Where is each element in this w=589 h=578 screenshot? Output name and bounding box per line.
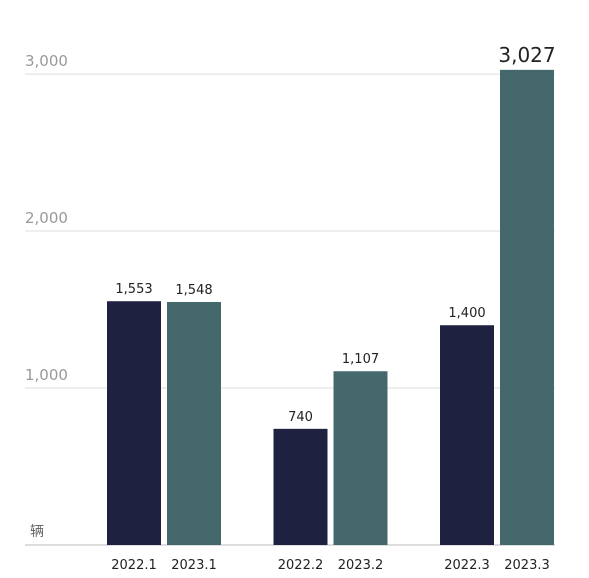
bar	[333, 371, 388, 545]
x-tick-label: 2022.1	[111, 558, 157, 573]
bar	[440, 325, 494, 545]
y-tick-label: 2,000	[25, 209, 68, 227]
value-label: 1,548	[175, 283, 212, 298]
value-label: 3,027	[498, 43, 555, 67]
value-label: 1,553	[115, 282, 152, 297]
bar	[107, 301, 161, 545]
x-tick-label: 2023.1	[171, 558, 217, 573]
bar	[167, 302, 221, 545]
x-tick-label: 2022.3	[444, 558, 490, 573]
value-label: 1,400	[448, 306, 485, 321]
y-tick-label: 1,000	[25, 366, 68, 384]
x-tick-label: 2023.2	[338, 558, 384, 573]
bar	[273, 428, 328, 545]
bar	[500, 69, 554, 546]
x-tick-label: 2022.2	[278, 558, 324, 573]
x-tick-label: 2023.3	[504, 558, 550, 573]
value-label: 740	[288, 410, 313, 425]
y-tick-label: 3,000	[25, 52, 68, 70]
value-label: 1,107	[342, 352, 379, 367]
y-unit: 辆	[30, 524, 44, 540]
